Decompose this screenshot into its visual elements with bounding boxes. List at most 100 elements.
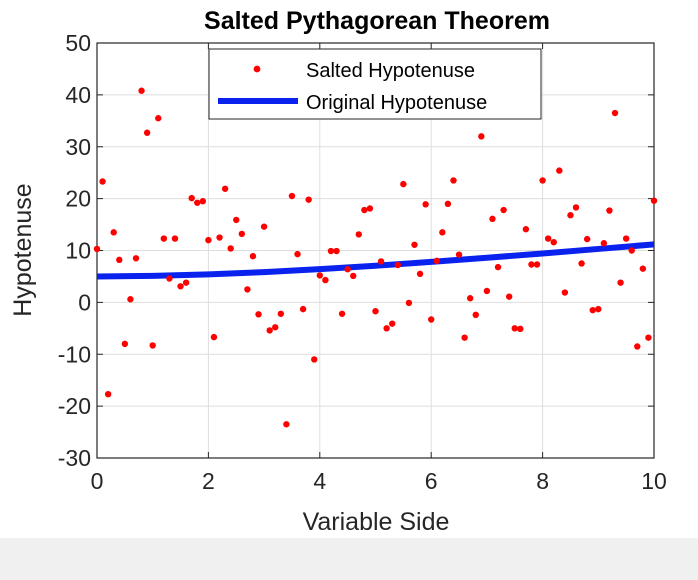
salted-hypotenuse-point bbox=[327, 247, 335, 255]
x-tick-label: 2 bbox=[202, 468, 215, 494]
salted-hypotenuse-point bbox=[283, 421, 290, 428]
salted-hypotenuse-point bbox=[294, 250, 301, 258]
salted-hypotenuse-point bbox=[489, 215, 496, 223]
salted-hypotenuse-point bbox=[155, 115, 162, 122]
salted-hypotenuse-point bbox=[255, 311, 262, 318]
salted-hypotenuse-point bbox=[405, 299, 413, 307]
tick-marks bbox=[96, 42, 655, 459]
salted-hypotenuse-point bbox=[650, 197, 658, 204]
salted-hypotenuse-point bbox=[350, 272, 357, 280]
x-tick-labels: 0 2 4 6 8 10 bbox=[91, 468, 667, 494]
x-tick-label: 4 bbox=[313, 468, 326, 494]
y-tick-label: 20 bbox=[65, 186, 91, 212]
salted-hypotenuse-point bbox=[444, 200, 452, 208]
salted-hypotenuse-point bbox=[288, 192, 296, 200]
salted-hypotenuse-point bbox=[205, 236, 212, 244]
salted-hypotenuse-point bbox=[522, 226, 530, 233]
window-footer-band bbox=[0, 538, 698, 580]
salted-hypotenuse-point bbox=[311, 356, 318, 363]
salted-hypotenuse-point bbox=[595, 305, 602, 313]
salted-hypotenuse-point bbox=[634, 343, 641, 350]
salted-hypotenuse-point bbox=[422, 201, 429, 208]
salted-hypotenuse-point bbox=[466, 295, 474, 302]
salted-hypotenuse-point bbox=[188, 194, 195, 202]
salted-hypotenuse-point bbox=[199, 198, 207, 205]
salted-hypotenuse-point bbox=[166, 275, 173, 282]
salted-hypotenuse-point bbox=[127, 296, 134, 303]
salted-hypotenuse-point bbox=[550, 239, 557, 246]
salted-hypotenuse-point bbox=[366, 205, 374, 212]
salted-hypotenuse-point bbox=[333, 247, 340, 255]
salted-hypotenuse-point bbox=[478, 133, 485, 140]
salted-hypotenuse-point bbox=[121, 340, 129, 348]
salted-hypotenuse-point bbox=[227, 245, 234, 252]
salted-hypotenuse-point bbox=[556, 167, 563, 174]
salted-hypotenuse-point bbox=[600, 240, 608, 247]
y-tick-label: -30 bbox=[58, 445, 91, 471]
x-tick-label: 8 bbox=[536, 468, 549, 494]
salted-hypotenuse-point bbox=[355, 231, 362, 238]
salted-hypotenuse-point bbox=[116, 256, 123, 264]
salted-hypotenuse-point bbox=[416, 270, 424, 278]
x-tick-label: 10 bbox=[641, 468, 667, 494]
salted-hypotenuse-point bbox=[249, 253, 257, 260]
salted-hypotenuse-point bbox=[277, 310, 285, 317]
y-tick-label: 40 bbox=[65, 82, 91, 108]
x-axis-label: Variable Side bbox=[303, 508, 450, 536]
salted-hypotenuse-point bbox=[138, 87, 145, 94]
y-tick-label: -10 bbox=[58, 341, 91, 367]
legend-label-salted: Salted Hypotenuse bbox=[306, 60, 475, 82]
salted-hypotenuse-point bbox=[110, 229, 117, 236]
y-tick-label: 50 bbox=[65, 30, 91, 56]
original-hypotenuse-line bbox=[96, 241, 655, 280]
salted-hypotenuse-point bbox=[383, 325, 390, 332]
salted-hypotenuse-point bbox=[572, 204, 580, 211]
salted-hypotenuse-point bbox=[132, 255, 140, 262]
salted-hypotenuse-point bbox=[244, 286, 251, 293]
salted-hypotenuse-point bbox=[544, 235, 552, 242]
salted-hypotenuse-point bbox=[221, 185, 229, 192]
salted-hypotenuse-point bbox=[344, 265, 351, 273]
salted-hypotenuse-point bbox=[104, 390, 112, 398]
salted-hypotenuse-point bbox=[461, 334, 468, 341]
salted-hypotenuse-point bbox=[567, 212, 574, 219]
salted-hypotenuse-point bbox=[617, 279, 624, 286]
salted-hypotenuse-point bbox=[483, 287, 491, 295]
y-tick-label: 30 bbox=[65, 134, 91, 160]
salted-hypotenuse-point bbox=[177, 283, 184, 290]
salted-hypotenuse-point bbox=[583, 235, 591, 243]
legend-label-original: Original Hypotenuse bbox=[306, 92, 487, 114]
salted-hypotenuse-point bbox=[500, 206, 507, 214]
x-tick-label: 0 bbox=[91, 468, 104, 494]
salted-hypotenuse-point bbox=[611, 109, 619, 117]
figure-canvas: 0 2 4 6 8 10 50 40 30 20 10 0 -10 -20 -30 Salted Pyth… bbox=[9, 7, 667, 536]
salted-hypotenuse-point bbox=[472, 311, 479, 319]
salted-hypotenuse-point bbox=[578, 260, 585, 267]
salted-hypotenuse-point bbox=[450, 177, 457, 184]
salted-hypotenuse-point bbox=[338, 310, 346, 317]
salted-hypotenuse-point bbox=[539, 177, 546, 184]
salted-hypotenuse-point bbox=[299, 305, 307, 313]
salted-hypotenuse-point bbox=[511, 325, 518, 332]
y-tick-label: 0 bbox=[78, 289, 91, 315]
salted-hypotenuse-point bbox=[494, 263, 502, 271]
salted-hypotenuse-point bbox=[589, 306, 596, 314]
salted-hypotenuse-point bbox=[305, 196, 312, 203]
salted-hypotenuse-point bbox=[171, 235, 179, 242]
salted-hypotenuse-point bbox=[528, 261, 535, 268]
salted-hypotenuse-point bbox=[260, 223, 268, 230]
salted-hypotenuse-point bbox=[389, 320, 396, 327]
salted-hypotenuse-point bbox=[322, 276, 329, 284]
salted-hypotenuse-point bbox=[149, 342, 156, 349]
salted-hypotenuse-point bbox=[238, 230, 246, 238]
salted-hypotenuse-point bbox=[606, 207, 613, 214]
salted-hypotenuse-point bbox=[400, 180, 407, 188]
salted-hypotenuse-point bbox=[533, 261, 541, 268]
legend-box bbox=[208, 48, 542, 120]
salted-hypotenuse-point bbox=[645, 334, 652, 341]
y-tick-labels: 50 40 30 20 10 0 -10 -20 -30 bbox=[58, 30, 91, 471]
salted-hypotenuse-point bbox=[428, 316, 435, 323]
salted-hypotenuse-point bbox=[394, 261, 401, 269]
y-tick-label: 10 bbox=[65, 238, 91, 264]
y-tick-label: -20 bbox=[58, 393, 91, 419]
